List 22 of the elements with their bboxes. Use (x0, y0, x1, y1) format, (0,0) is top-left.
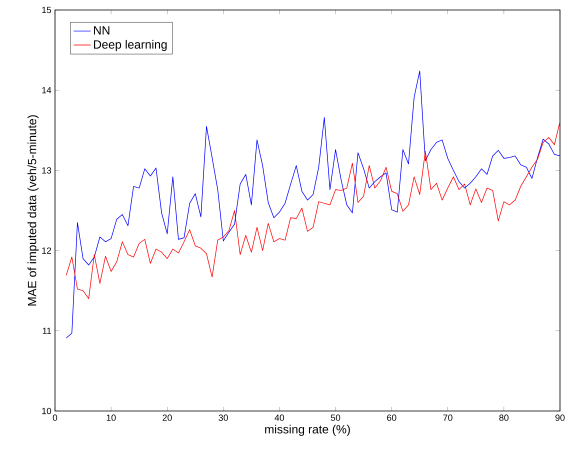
y-tick-label: 15 (42, 6, 52, 14)
x-tick-label: 10 (106, 414, 116, 421)
x-tick-label: 0 (52, 414, 58, 421)
x-tick-label: 70 (443, 414, 452, 421)
line-series (66, 70, 560, 338)
x-axis-title: missing rate (%) (265, 424, 350, 436)
line-series (66, 121, 560, 300)
x-tick-label: 80 (499, 414, 509, 421)
y-tick-label: 11 (42, 328, 52, 334)
x-tick-label: 20 (162, 414, 172, 421)
legend-label: Deep learning (94, 40, 167, 52)
y-tick-label: 14 (42, 87, 52, 94)
x-tick-label: 50 (330, 414, 340, 421)
x-tick-label: 60 (387, 414, 396, 421)
y-tick-label: 10 (42, 408, 52, 414)
x-tick-label: 90 (555, 414, 565, 421)
y-tick-label: 13 (42, 167, 52, 174)
x-tick-label: 40 (274, 414, 284, 421)
x-tick-label: 30 (218, 414, 228, 421)
y-tick-label: 12 (42, 247, 52, 254)
legend-label: NN (94, 26, 110, 34)
y-axis-title: MAE of imputed data (veh/5-minute) (28, 115, 39, 306)
